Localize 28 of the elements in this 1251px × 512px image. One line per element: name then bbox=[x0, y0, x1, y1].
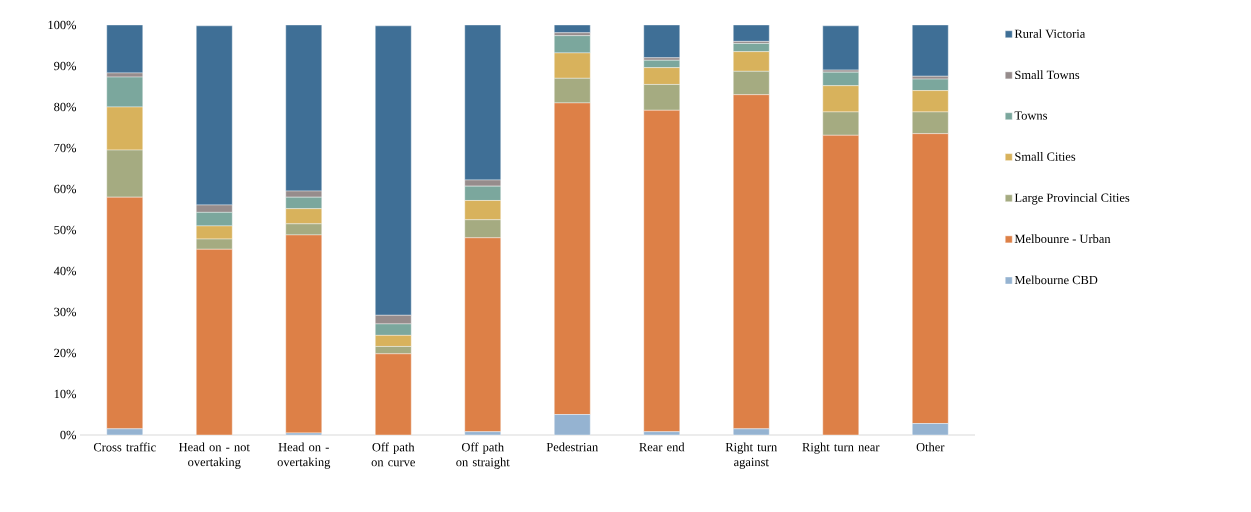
x-tick-label: Pedestrian bbox=[546, 442, 599, 452]
x-tick-label: Cross traffic bbox=[93, 442, 156, 452]
y-tick-label: 40% bbox=[53, 266, 77, 276]
legend-label: Towns bbox=[1014, 111, 1048, 120]
y-tick-label: 60% bbox=[54, 184, 77, 194]
x-tick-label: Head on - overtaking bbox=[277, 442, 331, 469]
x-tick-label: Other bbox=[916, 442, 945, 452]
legend-label: Rural Victoria bbox=[1014, 29, 1086, 39]
y-tick-label: 80% bbox=[54, 102, 77, 112]
y-tick-label: 20% bbox=[54, 348, 77, 358]
x-tick-label: Off path on curve bbox=[371, 442, 415, 467]
legend-label: Small Cities bbox=[1015, 152, 1076, 161]
y-tick-label: 10% bbox=[54, 389, 77, 399]
x-tick-label: Rear end bbox=[639, 442, 685, 452]
legend-label: Small Towns bbox=[1015, 70, 1080, 80]
legend-label: Large Provincial Cities bbox=[1014, 193, 1130, 205]
legend-label: Melbounre - Urban bbox=[1014, 234, 1111, 244]
y-tick-label: 90% bbox=[54, 61, 77, 71]
x-tick-label: Right turn against bbox=[725, 442, 778, 469]
y-tick-label: 100% bbox=[48, 20, 77, 30]
x-tick-label: Head on - not overtaking bbox=[178, 442, 250, 469]
y-tick-label: 50% bbox=[54, 225, 77, 235]
y-tick-label: 30% bbox=[54, 307, 77, 317]
x-tick-label: Right turn near bbox=[802, 442, 880, 454]
y-tick-label: 0% bbox=[60, 430, 77, 440]
legend-label: Melbourne CBD bbox=[1014, 275, 1098, 285]
y-tick-label: 70% bbox=[54, 143, 77, 153]
x-tick-label: Off path on straight bbox=[456, 442, 510, 469]
